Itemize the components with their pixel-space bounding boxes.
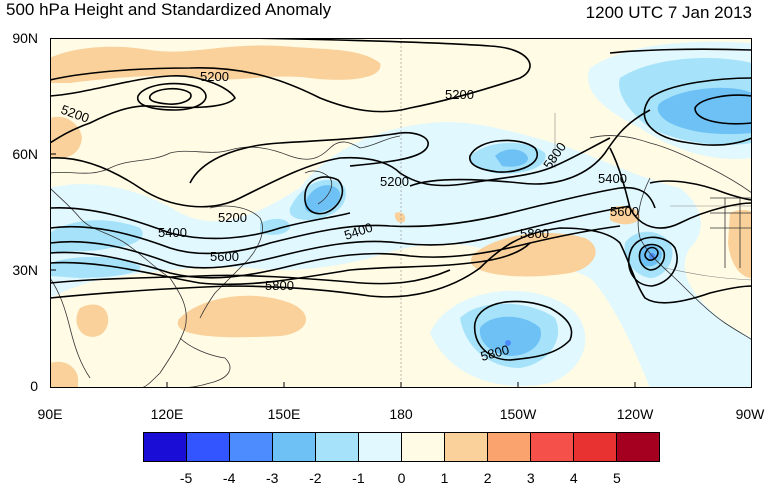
colorbar-label: 3 bbox=[526, 470, 535, 486]
lat-label-0: 0 bbox=[30, 378, 38, 394]
colorbar-label: -4 bbox=[222, 470, 236, 486]
colorbar-swatch bbox=[488, 433, 531, 461]
contour-label: 5800 bbox=[265, 278, 294, 293]
border-lines bbox=[554, 113, 752, 281]
contour-label: 5400 bbox=[158, 225, 187, 240]
colorbar-label: 0 bbox=[397, 470, 406, 486]
anomaly-map: 5200 5200 5200 5200 5200 5400 5400 5400 … bbox=[50, 38, 752, 388]
lat-label-90n: 90N bbox=[12, 30, 38, 46]
height-contours bbox=[50, 38, 752, 361]
colorbar-swatch bbox=[187, 433, 230, 461]
colorbar-label: -1 bbox=[352, 470, 365, 486]
lat-label-60n: 60N bbox=[12, 146, 38, 162]
contour-label: 5800 bbox=[520, 226, 549, 241]
contour-label: 5200 bbox=[445, 87, 474, 102]
colorbar-swatch bbox=[144, 433, 187, 461]
contour-label: 5200 bbox=[218, 210, 247, 225]
contour-label: 5800 bbox=[479, 342, 511, 364]
colorbar-label: 4 bbox=[569, 470, 578, 486]
colorbar-swatch bbox=[445, 433, 488, 461]
colorbar-swatch bbox=[359, 433, 402, 461]
colorbar-swatch bbox=[316, 433, 359, 461]
lon-label-150w: 150W bbox=[499, 406, 537, 422]
colorbar-label: -5 bbox=[179, 470, 193, 486]
contour-label: 5200 bbox=[380, 174, 409, 189]
colorbar-swatch bbox=[617, 433, 659, 461]
contour-label: 5400 bbox=[598, 171, 627, 186]
colorbar-swatch bbox=[230, 433, 273, 461]
colorbar-label: -3 bbox=[266, 470, 279, 486]
colorbar-label: 1 bbox=[440, 470, 449, 486]
anomaly-plus1-shading bbox=[50, 45, 752, 388]
map-title: 500 hPa Height and Standardized Anomaly bbox=[6, 0, 332, 19]
anomaly-minus3-shading bbox=[304, 87, 752, 356]
colorbar-swatch bbox=[402, 433, 445, 461]
colorbar-swatch bbox=[574, 433, 617, 461]
contour-label: 5600 bbox=[610, 204, 639, 219]
colorbar-swatch bbox=[273, 433, 316, 461]
lon-label-90w: 90W bbox=[735, 406, 765, 422]
lon-label-90e: 90E bbox=[37, 406, 63, 422]
colorbar bbox=[143, 432, 660, 462]
lon-label-180: 180 bbox=[389, 406, 413, 422]
colorbar-label: -2 bbox=[309, 470, 322, 486]
lat-label-30n: 30N bbox=[12, 262, 38, 278]
lon-label-150e: 150E bbox=[267, 406, 301, 422]
colorbar-swatch bbox=[531, 433, 574, 461]
valid-time: 1200 UTC 7 Jan 2013 bbox=[585, 3, 752, 22]
contour-label: 5600 bbox=[210, 249, 239, 264]
colorbar-label: 2 bbox=[483, 470, 492, 486]
axis-ticks bbox=[50, 153, 636, 388]
colorbar-label: 5 bbox=[613, 470, 621, 486]
contour-label: 5200 bbox=[200, 69, 229, 84]
lon-label-120w: 120W bbox=[616, 406, 654, 422]
anomaly-minus4-spot bbox=[505, 340, 511, 346]
lon-label-120e: 120E bbox=[150, 406, 184, 422]
